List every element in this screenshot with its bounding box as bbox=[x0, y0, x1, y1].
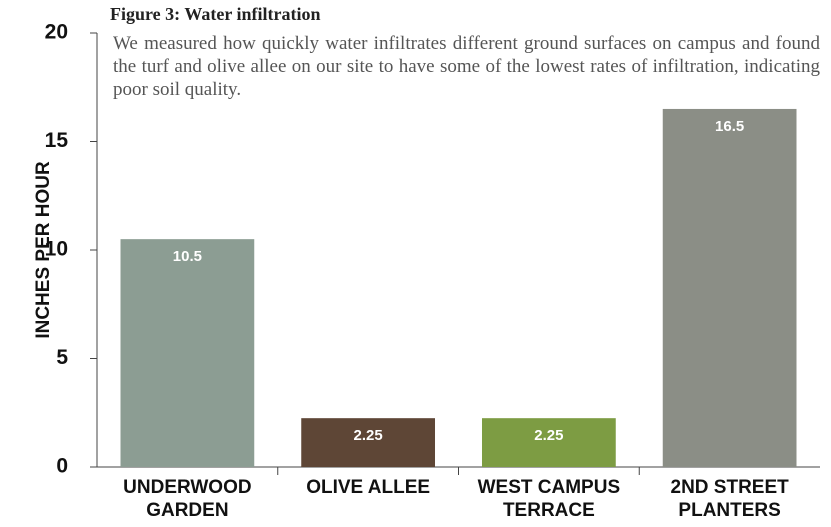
x-tick-label: WEST CAMPUS TERRACE bbox=[464, 476, 634, 522]
chart-subtitle: We measured how quickly water infiltrate… bbox=[113, 32, 820, 101]
y-tick-label: 10 bbox=[45, 238, 68, 261]
x-tick-label: OLIVE ALLEE bbox=[283, 476, 453, 499]
bar bbox=[120, 239, 254, 467]
chart-title: Figure 3: Water infiltration bbox=[110, 4, 320, 25]
y-tick-label: 20 bbox=[45, 21, 68, 44]
x-tick-label: UNDERWOOD GARDEN bbox=[102, 476, 272, 522]
y-tick-label: 0 bbox=[56, 455, 68, 478]
y-tick-label: 15 bbox=[45, 129, 69, 152]
y-tick-label: 5 bbox=[56, 346, 68, 369]
bar bbox=[663, 109, 797, 467]
value-label: 2.25 bbox=[354, 427, 383, 444]
value-label: 16.5 bbox=[715, 118, 744, 135]
page: INCHES PER HOUR 0510152010.52.252.2516.5… bbox=[0, 0, 831, 527]
x-tick-label: 2ND STREET PLANTERS bbox=[645, 476, 815, 522]
value-label: 2.25 bbox=[534, 427, 563, 444]
value-label: 10.5 bbox=[173, 248, 202, 265]
